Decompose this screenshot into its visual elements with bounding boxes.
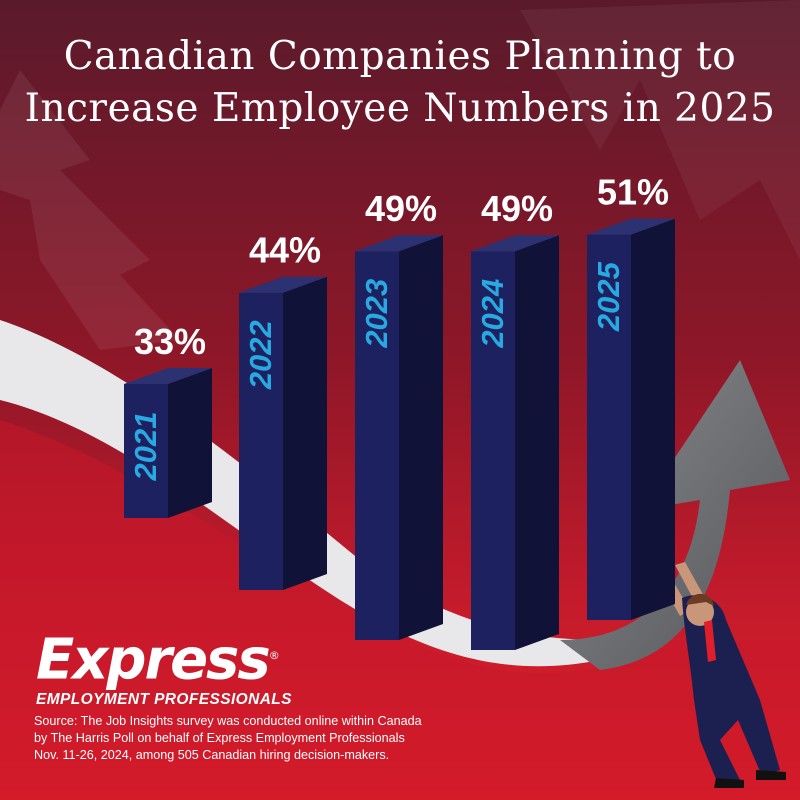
bar-2022: 2022 44% <box>239 230 327 590</box>
value-label: 33% <box>134 321 206 362</box>
bar-front-face <box>239 292 283 590</box>
growth-arrow <box>560 360 790 670</box>
category-label: 2025 <box>591 261 626 332</box>
red-ribbon <box>0 420 800 800</box>
value-label: 49% <box>481 188 553 229</box>
logo-wordmark: Express® <box>36 628 306 689</box>
bar-2023: 2023 49% <box>355 188 443 640</box>
logo-tagline: EMPLOYMENT PROFESSIONALS <box>36 690 292 708</box>
businessman-pushing <box>654 562 786 788</box>
bar-side-face <box>399 235 443 640</box>
bar-front-face <box>124 384 168 518</box>
bar-2024: 2024 49% <box>471 188 559 650</box>
bar-top-face <box>355 235 443 252</box>
bar-side-face <box>631 218 675 620</box>
category-label: 2023 <box>359 279 394 349</box>
bar-side-face <box>515 235 559 650</box>
bar-front-face <box>471 251 515 650</box>
bar-front-face <box>355 251 399 640</box>
bar-top-face <box>587 218 675 235</box>
value-label: 51% <box>597 172 669 213</box>
express-logo: Express® EMPLOYMENT PROFESSIONALS <box>36 628 306 709</box>
logo-wordmark-text: Express <box>36 627 271 693</box>
source-line-3: Nov. 11-26, 2024, among 505 Canadian hir… <box>34 748 390 762</box>
bar-front-face <box>587 234 631 620</box>
chart-title-line-1: Canadian Companies Planning to <box>63 34 737 79</box>
category-label: 2022 <box>243 320 278 390</box>
category-label: 2021 <box>128 412 163 482</box>
bar-side-face <box>283 276 327 590</box>
bar-top-face <box>239 276 327 293</box>
bar-2025: 2025 51% <box>587 172 675 620</box>
registered-mark: ® <box>268 649 280 662</box>
maple-leaf-shape <box>520 0 800 260</box>
bar-side-face <box>168 368 212 518</box>
value-label: 49% <box>365 188 437 229</box>
maple-leaf-shape <box>0 70 180 350</box>
source-note: Source: The Job Insights survey was cond… <box>34 713 554 764</box>
source-line-2: by The Harris Poll on behalf of Express … <box>34 731 405 745</box>
bar-top-face <box>124 368 212 384</box>
bar-top-face <box>471 235 559 252</box>
source-line-1: Source: The Job Insights survey was cond… <box>34 714 422 728</box>
value-label: 44% <box>249 230 321 271</box>
bar-2021: 2021 33% <box>124 321 212 518</box>
chart-title-line-2: Increase Employee Numbers in 2025 <box>24 86 776 131</box>
category-label: 2024 <box>475 279 510 349</box>
